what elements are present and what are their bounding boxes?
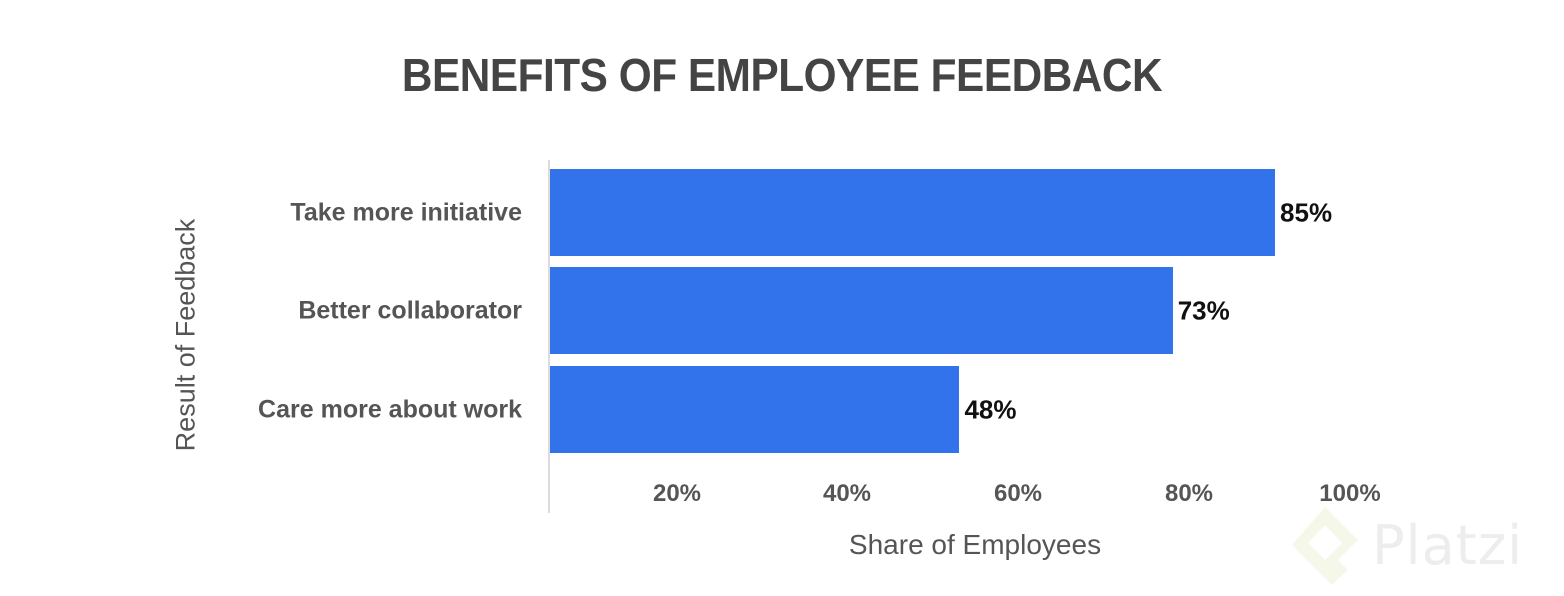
- x-tick-label: 20%: [652, 480, 702, 507]
- bar: [550, 169, 1276, 256]
- bar-value-label: 48%: [964, 394, 1017, 424]
- bar-value-label: 73%: [1177, 295, 1230, 325]
- y-axis-line: [548, 160, 550, 513]
- bar: [550, 267, 1173, 354]
- chart-title: BENEFITS OF EMPLOYEE FEEDBACK: [401, 49, 1163, 101]
- platzi-watermark: Platzi: [1288, 503, 1523, 587]
- x-tick-label: 60%: [993, 480, 1043, 507]
- bar-value-label: 85%: [1280, 197, 1333, 227]
- category-label: Take more initiative: [290, 198, 522, 226]
- category-label: Better collaborator: [298, 296, 522, 324]
- platzi-logo-icon: [1292, 507, 1358, 585]
- y-axis-label: Result of Feedback: [170, 218, 201, 452]
- x-axis-label: Share of Employees: [848, 529, 1102, 560]
- x-tick-label: 100%: [1319, 480, 1381, 507]
- watermark-text: Platzi: [1372, 513, 1524, 577]
- category-label: Care more about work: [258, 395, 522, 423]
- bar: [550, 366, 960, 453]
- x-tick-label: 40%: [822, 480, 872, 507]
- x-tick-label: 80%: [1164, 480, 1214, 507]
